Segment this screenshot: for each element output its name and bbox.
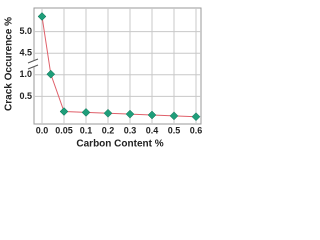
axis-break-gap <box>31 61 37 67</box>
marker <box>169 111 179 121</box>
x-tick-label: 0.3 <box>124 125 137 135</box>
marker <box>103 108 113 118</box>
marker <box>191 112 201 122</box>
x-tick-label: 0.05 <box>55 125 73 135</box>
marker <box>81 108 91 117</box>
x-tick-label: 0.4 <box>146 125 159 135</box>
axis-break <box>27 58 39 70</box>
x-tick-label: 0.6 <box>190 125 203 135</box>
marker <box>125 109 135 119</box>
y-tick-label: 1.0 <box>19 69 32 79</box>
y-tick-label: 0.5 <box>19 91 32 101</box>
marker <box>147 110 157 120</box>
x-tick-label: 0.1 <box>80 125 93 135</box>
marker <box>37 12 47 21</box>
marker <box>46 69 56 79</box>
x-tick-label: 0.2 <box>102 125 115 135</box>
y-tick-label: 5.0 <box>19 26 32 36</box>
x-tick-label: 0.0 <box>36 125 49 135</box>
marker <box>59 107 69 116</box>
y-tick-label: 4.5 <box>19 48 32 58</box>
y-axis-label: Crack Occurence % <box>4 17 15 111</box>
x-tick-label: 0.5 <box>168 125 181 135</box>
chart: Carbon Content % Crack Occurence % 0.0 0.… <box>4 7 203 150</box>
x-axis-label: Carbon Content % <box>76 139 163 150</box>
plot-area <box>33 7 202 125</box>
